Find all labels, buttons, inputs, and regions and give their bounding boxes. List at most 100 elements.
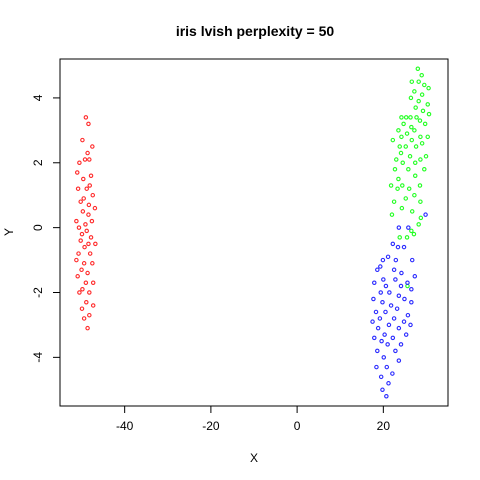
point-series-1	[86, 212, 91, 217]
point-series-2	[401, 121, 406, 127]
point-series-2	[416, 222, 421, 227]
point-series-3	[393, 257, 399, 263]
point-series-3	[386, 322, 392, 328]
point-series-3	[378, 264, 383, 269]
point-series-1	[92, 205, 98, 211]
point-series-3	[375, 348, 380, 354]
point-series-3	[423, 212, 428, 217]
point-series-3	[375, 267, 380, 273]
point-series-2	[409, 137, 415, 143]
point-series-3	[372, 335, 377, 341]
point-series-3	[396, 358, 402, 363]
x-tick-label: 0	[294, 419, 301, 433]
point-series-2	[399, 134, 404, 140]
point-series-2	[403, 196, 409, 201]
point-series-2	[426, 85, 431, 91]
point-series-2	[392, 167, 398, 172]
point-series-1	[87, 290, 92, 295]
point-series-3	[406, 225, 411, 230]
point-series-1	[81, 196, 86, 201]
point-series-2	[404, 131, 410, 136]
point-series-1	[86, 121, 91, 127]
point-series-3	[378, 374, 384, 380]
point-series-3	[395, 244, 401, 250]
point-series-3	[390, 371, 395, 376]
point-series-1	[75, 186, 81, 191]
point-series-1	[78, 238, 83, 243]
point-series-2	[412, 128, 417, 133]
point-series-1	[85, 325, 90, 331]
y-tick-label: 2	[31, 159, 45, 166]
point-series-2	[409, 79, 415, 84]
point-series-2	[422, 82, 427, 88]
point-series-3	[409, 299, 414, 305]
point-series-3	[370, 319, 375, 324]
point-series-1	[90, 261, 95, 266]
point-series-1	[85, 270, 90, 276]
x-axis-label: X	[250, 451, 258, 465]
point-series-2	[415, 66, 421, 71]
point-series-1	[83, 115, 89, 120]
point-series-2	[412, 160, 418, 166]
point-series-2	[422, 167, 427, 172]
point-series-1	[81, 261, 87, 266]
y-axis-label: Y	[2, 228, 16, 236]
point-series-2	[419, 92, 425, 97]
point-series-3	[391, 316, 397, 321]
point-series-1	[80, 209, 86, 214]
point-series-2	[419, 72, 424, 78]
point-series-3	[393, 348, 398, 354]
point-series-1	[87, 251, 93, 256]
point-series-1	[83, 280, 89, 286]
point-series-2	[394, 157, 399, 162]
point-series-2	[418, 215, 424, 221]
point-series-2	[400, 160, 405, 166]
point-series-2	[390, 137, 396, 143]
point-series-1	[79, 267, 84, 273]
y-axis: -4 -2 0 2 4	[31, 94, 61, 363]
point-series-2	[399, 205, 405, 211]
x-tick-label: -20	[202, 419, 220, 433]
point-series-2	[409, 228, 414, 234]
point-series-2	[388, 183, 394, 188]
point-series-2	[418, 199, 423, 204]
point-series-1	[85, 150, 90, 156]
point-series-2	[408, 115, 413, 120]
point-series-3	[408, 322, 413, 328]
point-series-2	[413, 144, 419, 149]
y-tick-label: 0	[31, 224, 45, 231]
point-series-2	[412, 89, 417, 94]
point-series-2	[426, 111, 432, 117]
point-series-2	[400, 183, 405, 188]
point-series-3	[378, 290, 383, 295]
x-tick-label: 20	[377, 419, 391, 433]
point-series-3	[388, 303, 394, 308]
point-series-2	[397, 235, 402, 240]
point-series-3	[380, 257, 386, 263]
point-series-1	[81, 316, 87, 321]
y-tick-label: -2	[31, 287, 45, 298]
point-series-3	[398, 283, 404, 289]
point-series-1	[82, 244, 87, 250]
point-series-2	[389, 212, 395, 217]
point-series-1	[90, 303, 96, 308]
point-series-2	[409, 124, 414, 130]
point-series-3	[409, 257, 415, 263]
point-series-2	[398, 150, 404, 156]
point-series-1	[84, 186, 89, 191]
point-series-3	[393, 277, 398, 282]
point-series-1	[74, 218, 79, 224]
point-series-1	[79, 231, 85, 237]
point-series-2	[396, 128, 401, 133]
point-series-1	[82, 157, 88, 162]
point-series-3	[396, 293, 402, 298]
point-series-1	[74, 257, 79, 263]
point-series-1	[93, 241, 98, 247]
point-series-1	[80, 287, 85, 292]
point-series-2	[407, 154, 413, 159]
point-series-2	[403, 115, 409, 120]
point-series-1	[76, 225, 82, 230]
point-series-2	[414, 115, 419, 120]
point-series-2	[412, 192, 417, 198]
point-series-3	[409, 287, 414, 292]
